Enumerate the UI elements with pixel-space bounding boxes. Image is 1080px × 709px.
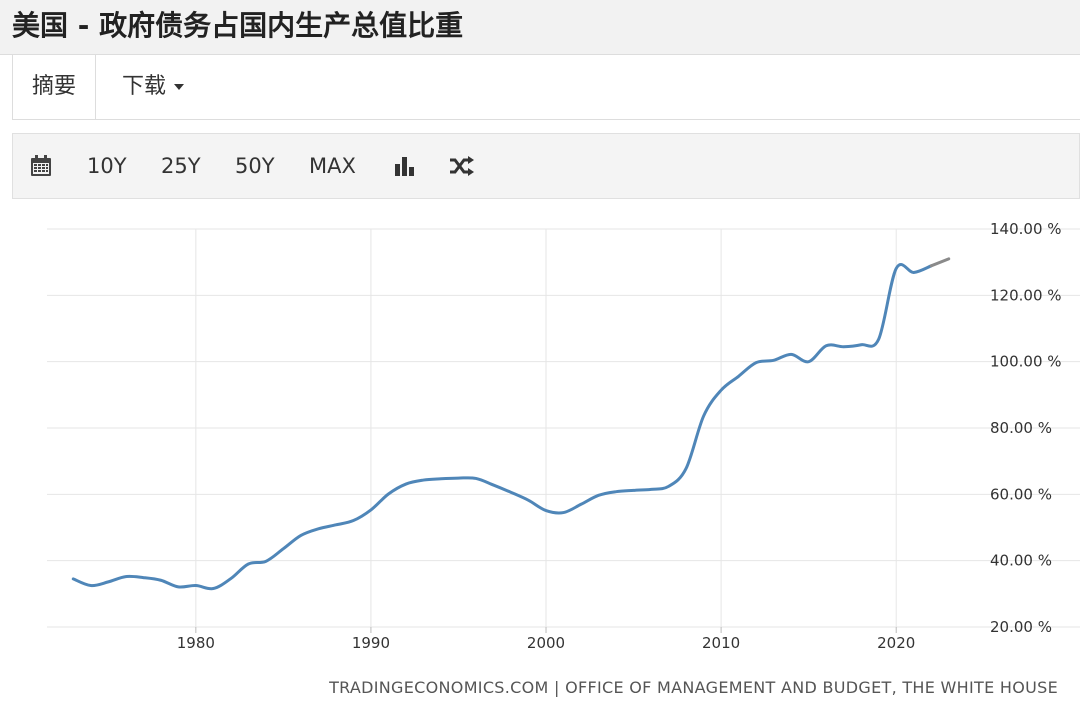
tab-download[interactable]: 下载 bbox=[118, 55, 188, 119]
debt-to-gdp-line bbox=[71, 262, 933, 591]
tab-summary[interactable]: 摘要 bbox=[12, 55, 96, 119]
y-tick-label: 40.00 % bbox=[990, 552, 1052, 570]
shuffle-icon[interactable] bbox=[449, 155, 475, 177]
chart-area: 1980 1990 2000 2010 2020 20.00 % 40.00 % 60.00… bbox=[0, 200, 1080, 709]
page-title: 美国 - 政府债务占国内生产总值比重 bbox=[12, 9, 464, 42]
calendar-icon[interactable] bbox=[30, 155, 52, 177]
grid-layer bbox=[47, 228, 1080, 633]
y-tick-label: 100.00 % bbox=[990, 353, 1062, 371]
x-tick-label: 1990 bbox=[352, 634, 390, 652]
range-max-button[interactable]: MAX bbox=[309, 154, 356, 178]
forecast-line bbox=[929, 257, 951, 268]
source-attribution: TRADINGECONOMICS.COM | OFFICE OF MANAGEM… bbox=[329, 678, 1058, 697]
range-25y-button[interactable]: 25Y bbox=[161, 154, 201, 178]
y-tick-label: 60.00 % bbox=[990, 485, 1052, 503]
y-tick-label: 140.00 % bbox=[990, 220, 1062, 238]
x-tick-label: 2010 bbox=[702, 634, 740, 652]
caret-down-icon bbox=[174, 84, 185, 90]
x-tick-label: 2000 bbox=[527, 634, 565, 652]
y-tick-label: 120.00 % bbox=[990, 286, 1062, 304]
bar-chart-icon[interactable] bbox=[394, 155, 416, 177]
y-tick-label: 80.00 % bbox=[990, 419, 1052, 437]
tab-download-label: 下载 bbox=[122, 74, 167, 99]
x-axis-ticks: 1980 1990 2000 2010 2020 bbox=[177, 634, 916, 652]
series-layer bbox=[71, 257, 951, 591]
chart-toolbar: 10Y 25Y 50Y MAX bbox=[12, 133, 1080, 199]
range-10y-button[interactable]: 10Y bbox=[87, 154, 127, 178]
y-axis-ticks: 20.00 % 40.00 % 60.00 % 80.00 % 100.00 % 120.… bbox=[990, 220, 1062, 636]
tab-bar: 摘要 下载 bbox=[12, 55, 1080, 120]
y-tick-label: 20.00 % bbox=[990, 618, 1052, 636]
x-tick-label: 1980 bbox=[177, 634, 215, 652]
x-tick-label: 2020 bbox=[877, 634, 915, 652]
range-50y-button[interactable]: 50Y bbox=[235, 154, 275, 178]
line-chart: 1980 1990 2000 2010 2020 20.00 % 40.00 % 60.00… bbox=[47, 220, 1080, 652]
title-bar: 美国 - 政府债务占国内生产总值比重 bbox=[0, 0, 1080, 55]
